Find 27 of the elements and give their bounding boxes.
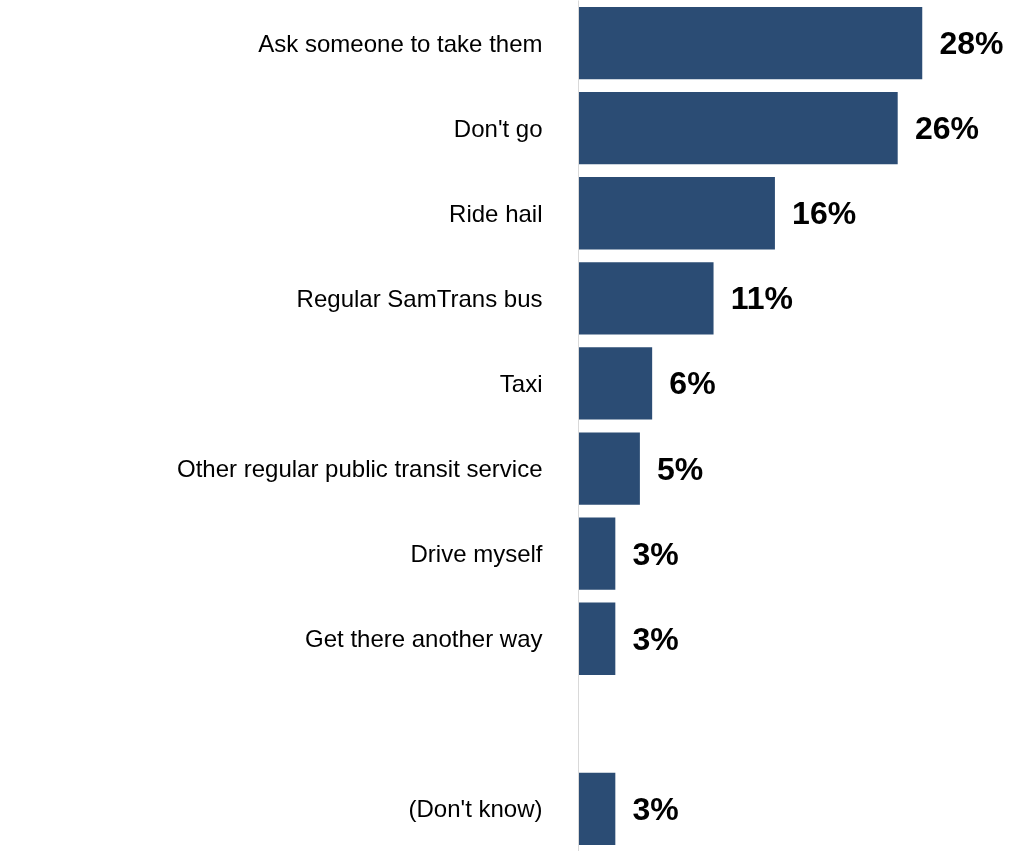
bar	[578, 432, 640, 505]
data-label: 3%	[632, 790, 679, 827]
y-tick-label: Ride hail	[449, 199, 543, 227]
y-tick-label: Drive myself	[410, 540, 543, 568]
bar	[578, 262, 714, 335]
y-tick-label: Taxi	[499, 369, 543, 397]
bar	[578, 772, 616, 846]
bar	[578, 177, 775, 250]
y-tick-label: Other regular public transit service	[177, 455, 543, 483]
data-label: 5%	[657, 450, 704, 487]
bar	[578, 517, 616, 590]
y-tick-label: Don't go	[453, 114, 543, 142]
bar	[578, 91, 898, 165]
data-label: 11%	[730, 280, 794, 317]
bar	[578, 347, 653, 420]
data-label: 26%	[914, 110, 979, 147]
data-label: 16%	[792, 195, 857, 232]
bar	[578, 602, 616, 675]
y-tick-label: Ask someone to take them	[258, 29, 543, 57]
data-label: 3%	[632, 535, 679, 572]
y-tick-label: (Don't know)	[408, 795, 543, 823]
data-label: 28%	[939, 25, 1004, 62]
y-tick-label: Get there another way	[305, 625, 543, 653]
y-tick-label: Regular SamTrans bus	[296, 284, 543, 312]
data-label: 3%	[632, 620, 679, 657]
data-label: 6%	[669, 365, 716, 402]
bar	[578, 6, 923, 80]
